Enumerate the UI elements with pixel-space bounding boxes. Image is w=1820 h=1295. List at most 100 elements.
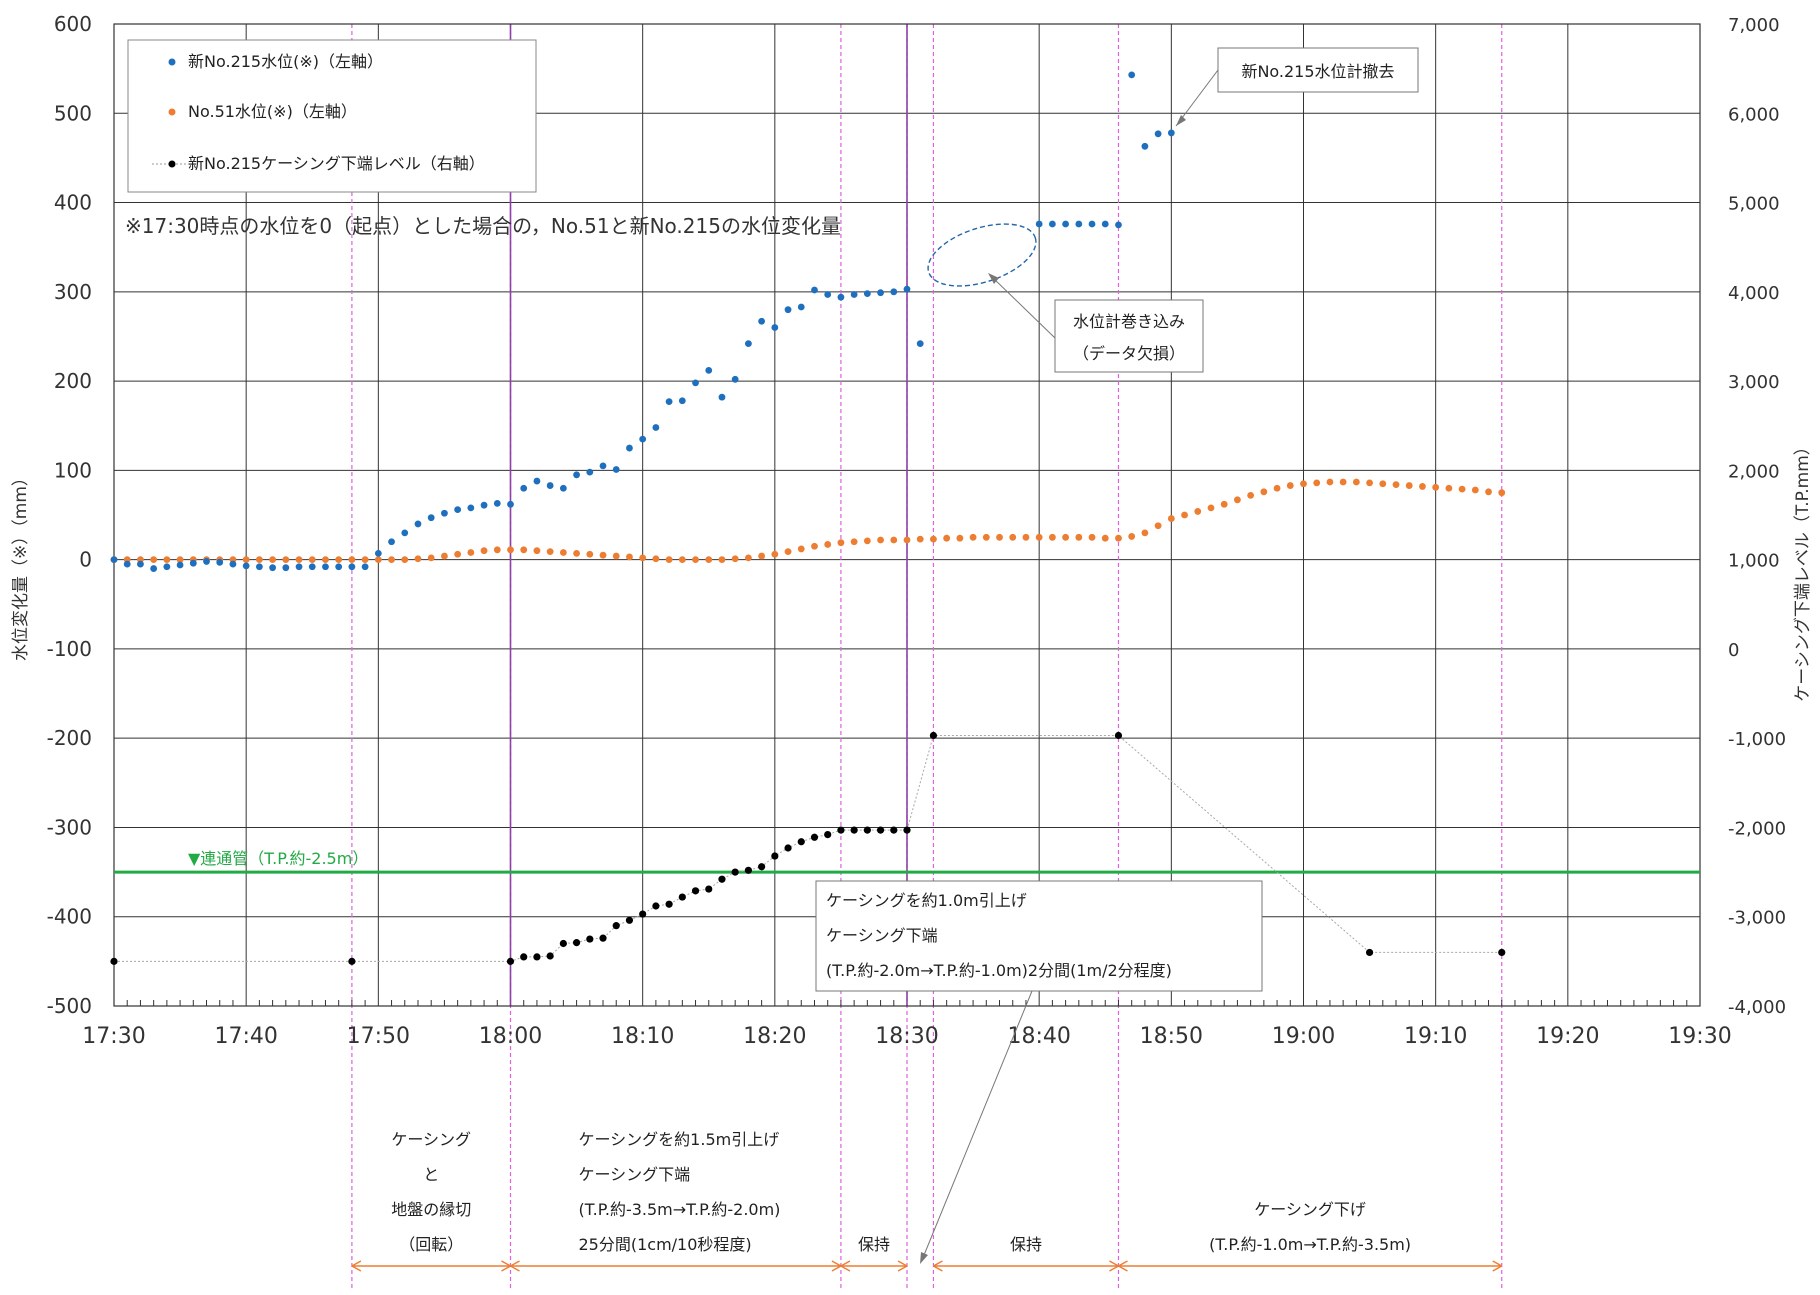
no51-point — [903, 536, 911, 544]
no51-point — [573, 549, 580, 557]
phase-bracket-arrow-left — [510, 1260, 520, 1272]
no51-point — [890, 536, 898, 544]
no51-point — [1445, 484, 1453, 492]
casing-point — [652, 902, 660, 910]
y-left-tick-label: -500 — [47, 994, 92, 1018]
no215-point — [282, 564, 290, 572]
casing-point — [678, 893, 686, 901]
no215-point — [837, 293, 845, 301]
x-tick-label: 19:00 — [1272, 1024, 1335, 1049]
no51-point — [692, 556, 699, 564]
casing-point — [731, 868, 739, 876]
no215-point — [1128, 71, 1136, 79]
callout-leader-lift1m — [921, 990, 1033, 1261]
no51-point — [797, 545, 805, 553]
no51-point — [1392, 481, 1400, 489]
no215-point — [322, 563, 329, 571]
no51-point — [784, 548, 792, 556]
legend-marker-no215 — [168, 58, 176, 66]
no215-point — [137, 560, 144, 568]
no215-point — [388, 538, 395, 546]
y-left-tick-label: 400 — [54, 191, 92, 215]
no51-point — [863, 537, 871, 545]
no215-point — [877, 289, 884, 297]
no51-point — [1141, 529, 1149, 537]
no51-point — [612, 552, 620, 560]
no215-point — [335, 563, 343, 571]
legend-label-no51: No.51水位(※)（左軸） — [188, 102, 357, 121]
no51-point — [639, 554, 647, 562]
phase-description: ケーシングを約1.5m引上げ — [579, 1130, 780, 1149]
callout-arrow-lift1m — [920, 1252, 928, 1264]
no215-point — [1088, 220, 1096, 228]
callout-box-removed — [1217, 47, 1419, 93]
no215-point — [1154, 130, 1162, 138]
y-right-tick-label: 0 — [1728, 640, 1739, 661]
no51-point — [282, 556, 290, 564]
y-right-tick-label: 4,000 — [1728, 283, 1780, 304]
no51-point — [1247, 491, 1255, 499]
no51-point — [1181, 511, 1188, 519]
no51-point — [837, 539, 845, 547]
no51-point — [454, 550, 462, 558]
no51-point — [996, 533, 1003, 541]
y-right-tick-label: 1,000 — [1728, 551, 1780, 572]
legend-box — [127, 39, 537, 193]
no215-point — [559, 484, 567, 492]
phase-bracket-arrow-right — [1492, 1260, 1503, 1272]
no51-point — [1101, 534, 1109, 542]
phase-lines — [351, 24, 1503, 1290]
plot-frame — [113, 23, 1701, 1007]
no51-point — [441, 552, 448, 560]
no215-point — [110, 556, 118, 564]
no51-point — [1498, 489, 1506, 497]
no215-point — [401, 529, 409, 537]
y-left-tick-label: 600 — [54, 12, 92, 36]
no215-point — [295, 563, 303, 571]
no51-point — [1022, 533, 1030, 541]
no215-point — [229, 560, 237, 568]
no51-point — [850, 538, 858, 546]
phase-bracket-arrow-right — [1109, 1260, 1119, 1272]
no215-point — [612, 466, 620, 473]
data-loss-ellipse — [927, 223, 1037, 287]
x-tick-label: 17:30 — [82, 1024, 145, 1049]
callout-box-lift1m — [815, 880, 1263, 992]
no215-point — [163, 563, 171, 571]
legend-label-no215: 新No.215水位(※)（左軸） — [188, 52, 383, 71]
no215-point — [850, 291, 858, 298]
no215-point — [374, 549, 382, 557]
no51-point — [678, 556, 686, 564]
phase-description: と — [423, 1165, 439, 1184]
no51-point — [1366, 479, 1373, 487]
casing-point — [705, 885, 713, 893]
reference-line-label: ▼連通管（T.P.約-2.5m） — [188, 849, 368, 868]
phase-description: ケーシング下端 — [579, 1165, 691, 1184]
no51-point — [467, 549, 475, 556]
no51-point — [1458, 485, 1466, 493]
no215-point — [890, 288, 898, 296]
no51-point — [1035, 533, 1043, 541]
no51-point — [1405, 482, 1413, 489]
casing-point — [890, 826, 898, 834]
y-left-tick-label: 100 — [54, 458, 92, 482]
no51-point — [255, 556, 263, 564]
phase-bracket-arrow-left — [351, 1260, 362, 1272]
no215-point — [586, 468, 594, 476]
no215-point — [427, 514, 435, 522]
no215-point — [546, 482, 554, 489]
no215-point — [189, 559, 197, 567]
casing-point — [824, 830, 832, 839]
casing-point — [599, 934, 607, 942]
casing-point — [850, 826, 858, 834]
legend: 新No.215水位(※)（左軸） No.51水位(※)（左軸） 新No.215ケ… — [127, 39, 537, 193]
no51-point — [335, 556, 343, 564]
no215-point — [903, 285, 911, 293]
casing-point — [520, 953, 528, 961]
no51-point — [652, 555, 660, 563]
no51-point — [1154, 522, 1162, 530]
no215-point — [797, 303, 805, 311]
no51-point — [626, 553, 633, 561]
no51-point — [599, 551, 607, 559]
no51-point — [1471, 486, 1479, 494]
